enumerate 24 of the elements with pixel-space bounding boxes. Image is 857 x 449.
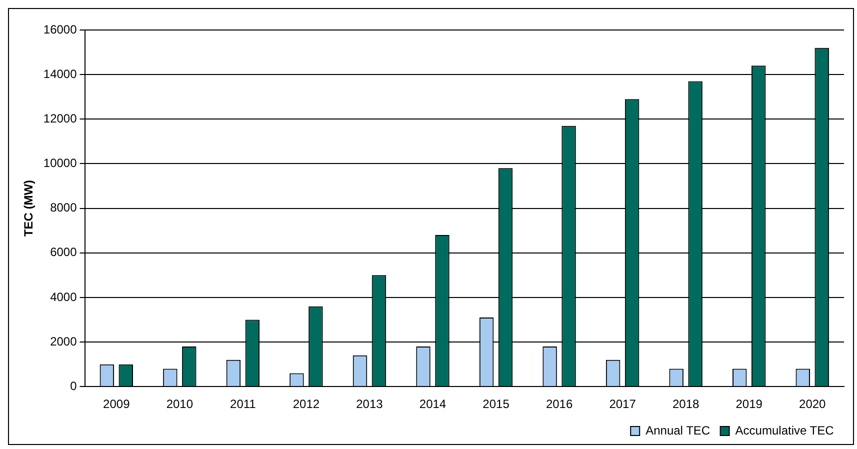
x-tick-label: 2019 xyxy=(736,397,763,412)
y-tick-label: 6000 xyxy=(50,245,78,260)
x-tick-label: 2014 xyxy=(419,397,446,412)
x-tick-label: 2010 xyxy=(166,397,194,412)
y-tick-label: 10000 xyxy=(43,156,78,170)
x-tick-label: 2011 xyxy=(230,397,256,412)
x-tick-label: 2018 xyxy=(672,397,700,412)
legend-label: Annual TEC xyxy=(646,423,710,438)
y-tick-label: 0 xyxy=(70,378,78,393)
y-tick-label: 2000 xyxy=(50,334,78,348)
y-tick-label: 16000 xyxy=(43,22,78,36)
x-tick-label: 2009 xyxy=(103,397,130,412)
x-tick-label: 2012 xyxy=(292,397,320,412)
y-tick-label: 4000 xyxy=(50,290,78,304)
y-axis-title: TEC (MW) xyxy=(22,180,36,237)
x-tick-label: 2016 xyxy=(546,397,573,412)
x-tick-label: 2015 xyxy=(482,397,510,412)
x-tick-label: 2017 xyxy=(609,397,636,412)
y-tick-label: 14000 xyxy=(43,66,78,81)
legend-label: Accumulative TEC xyxy=(735,423,834,438)
y-tick-label: 8000 xyxy=(50,200,78,215)
y-tick-label: 12000 xyxy=(43,111,78,126)
x-tick-label: 2020 xyxy=(799,397,826,412)
x-tick-label: 2013 xyxy=(356,397,384,412)
